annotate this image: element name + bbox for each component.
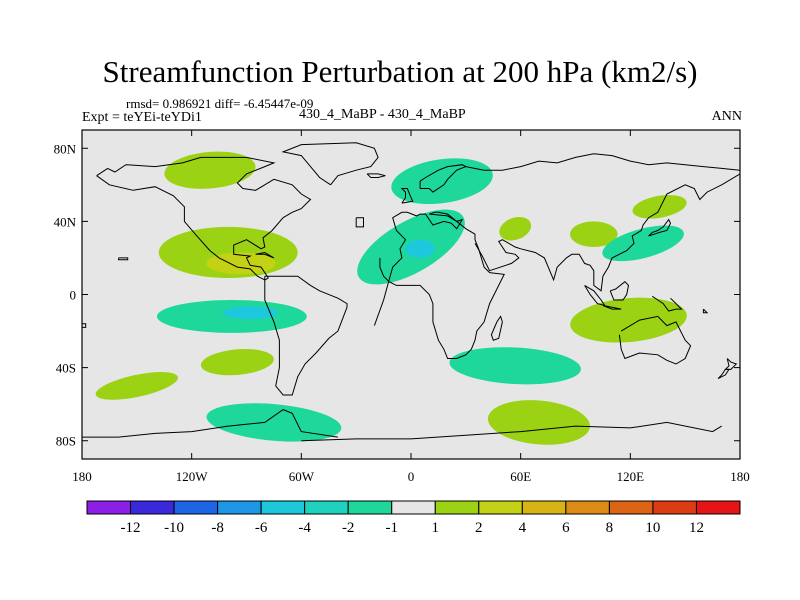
colorbar-swatch-11 — [565, 500, 610, 515]
y-tick-label-1: 40N — [54, 214, 77, 229]
coastline-2 — [82, 409, 338, 438]
x-tick-label-6: 180 — [730, 469, 750, 484]
y-tick-label-3: 40S — [56, 361, 76, 376]
coastline-4 — [264, 275, 348, 396]
coastline-12 — [602, 305, 622, 310]
coastline-3 — [618, 315, 692, 365]
x-tick-label-5: 120E — [617, 469, 645, 484]
y-tick-label-4: 80S — [56, 434, 76, 449]
x-tick-label-3: 0 — [408, 469, 415, 484]
rmsd-diff-stats: rmsd= 0.986921 diff= -6.45447e-09 — [126, 96, 314, 111]
colorbar-label-1: -10 — [164, 520, 184, 536]
coastline-16 — [724, 358, 738, 370]
colorbar-swatch-4 — [260, 500, 306, 515]
y-tick-label-0: 80N — [54, 141, 77, 156]
coastline-22 — [82, 323, 87, 328]
x-tick-label-0: 180 — [72, 469, 92, 484]
coastline-14 — [648, 218, 672, 237]
coastline-1 — [301, 421, 722, 442]
axis-ticks: 180 120W 60W 0 60E 120E 180 80N 40N 0 40S 80S — [54, 130, 750, 484]
chart-title: Streamfunction Perturbation at 200 hPa (… — [102, 54, 698, 89]
colorbar-label-7: 1 — [432, 520, 440, 536]
colorbar-label-11: 8 — [606, 520, 614, 536]
colorbar-label-6: -1 — [385, 520, 398, 536]
coastline-8 — [465, 153, 740, 171]
coastline-17 — [717, 368, 730, 380]
contour-region-16 — [570, 297, 687, 343]
contour-region-7 — [206, 403, 342, 442]
contour-region-11 — [449, 347, 581, 385]
colorbar-swatch-12 — [608, 500, 654, 515]
contour-region-15 — [632, 194, 687, 219]
colorbar: -12 -10 -8 -6 -4 -2 -1 1 2 4 6 8 10 12 — [86, 500, 741, 536]
contour-region-4 — [222, 306, 278, 320]
coastline-5 — [96, 175, 269, 281]
coastline-10 — [652, 295, 683, 312]
coastline-7 — [281, 142, 379, 186]
colorbar-label-4: -4 — [298, 520, 311, 536]
colorbar-label-8: 2 — [475, 520, 483, 536]
colorbar-label-0: -12 — [121, 520, 141, 536]
colorbar-swatch-10 — [521, 500, 567, 515]
coastline-21 — [419, 164, 467, 193]
experiment-label: Expt = teYEi-teYDi1 — [82, 110, 202, 125]
contour-region-5 — [200, 348, 274, 376]
coastline-23 — [118, 257, 129, 261]
case-label: 430_4_MaBP - 430_4_MaBP — [299, 107, 466, 122]
contour-region-1 — [206, 252, 276, 275]
coastline-13 — [609, 281, 630, 301]
colorbar-swatch-3 — [217, 500, 262, 515]
contour-region-13 — [570, 221, 618, 247]
colorbar-label-2: -8 — [211, 520, 224, 536]
colorbar-label-5: -2 — [342, 520, 355, 536]
coastline-15 — [400, 188, 414, 204]
colorbar-swatch-7 — [391, 500, 436, 515]
colorbar-swatch-2 — [173, 500, 219, 515]
contour-region-2 — [164, 151, 256, 189]
y-tick-label-2: 0 — [70, 288, 77, 303]
x-tick-label-2: 60W — [289, 469, 315, 484]
colorbar-label-9: 4 — [519, 520, 527, 536]
colorbar-swatch-9 — [478, 500, 523, 515]
coastline-25 — [702, 308, 709, 314]
colorbar-label-12: 10 — [645, 520, 660, 536]
coastline-6 — [96, 156, 312, 279]
colorbar-label-3: -6 — [255, 520, 268, 536]
contour-region-12 — [499, 216, 532, 241]
colorbar-swatch-5 — [304, 500, 349, 515]
coastline-9 — [474, 173, 740, 292]
colorbar-label-10: 6 — [562, 520, 570, 536]
colorbar-swatch-8 — [434, 500, 480, 515]
season-label: ANN — [711, 109, 742, 124]
colorbar-swatch-0 — [86, 500, 132, 515]
x-tick-label-1: 120W — [176, 469, 209, 484]
colorbar-swatch-1 — [130, 500, 175, 515]
colorbar-label-13: 12 — [689, 520, 704, 536]
coastlines — [82, 142, 740, 442]
coastline-19 — [255, 251, 275, 259]
colorbar-swatch-13 — [652, 500, 697, 515]
colorbar-swatch-6 — [347, 500, 393, 515]
coastline-18 — [490, 315, 503, 341]
coastline-20 — [366, 173, 386, 178]
contour-region-6 — [95, 372, 179, 400]
x-tick-label-4: 60E — [510, 469, 531, 484]
colorbar-swatch-14 — [695, 500, 741, 515]
contour-region-8 — [391, 158, 493, 205]
contour-region-10 — [405, 239, 435, 258]
coastline-24 — [355, 217, 364, 228]
coastline-0 — [373, 211, 505, 359]
contour-region-17 — [487, 400, 590, 445]
